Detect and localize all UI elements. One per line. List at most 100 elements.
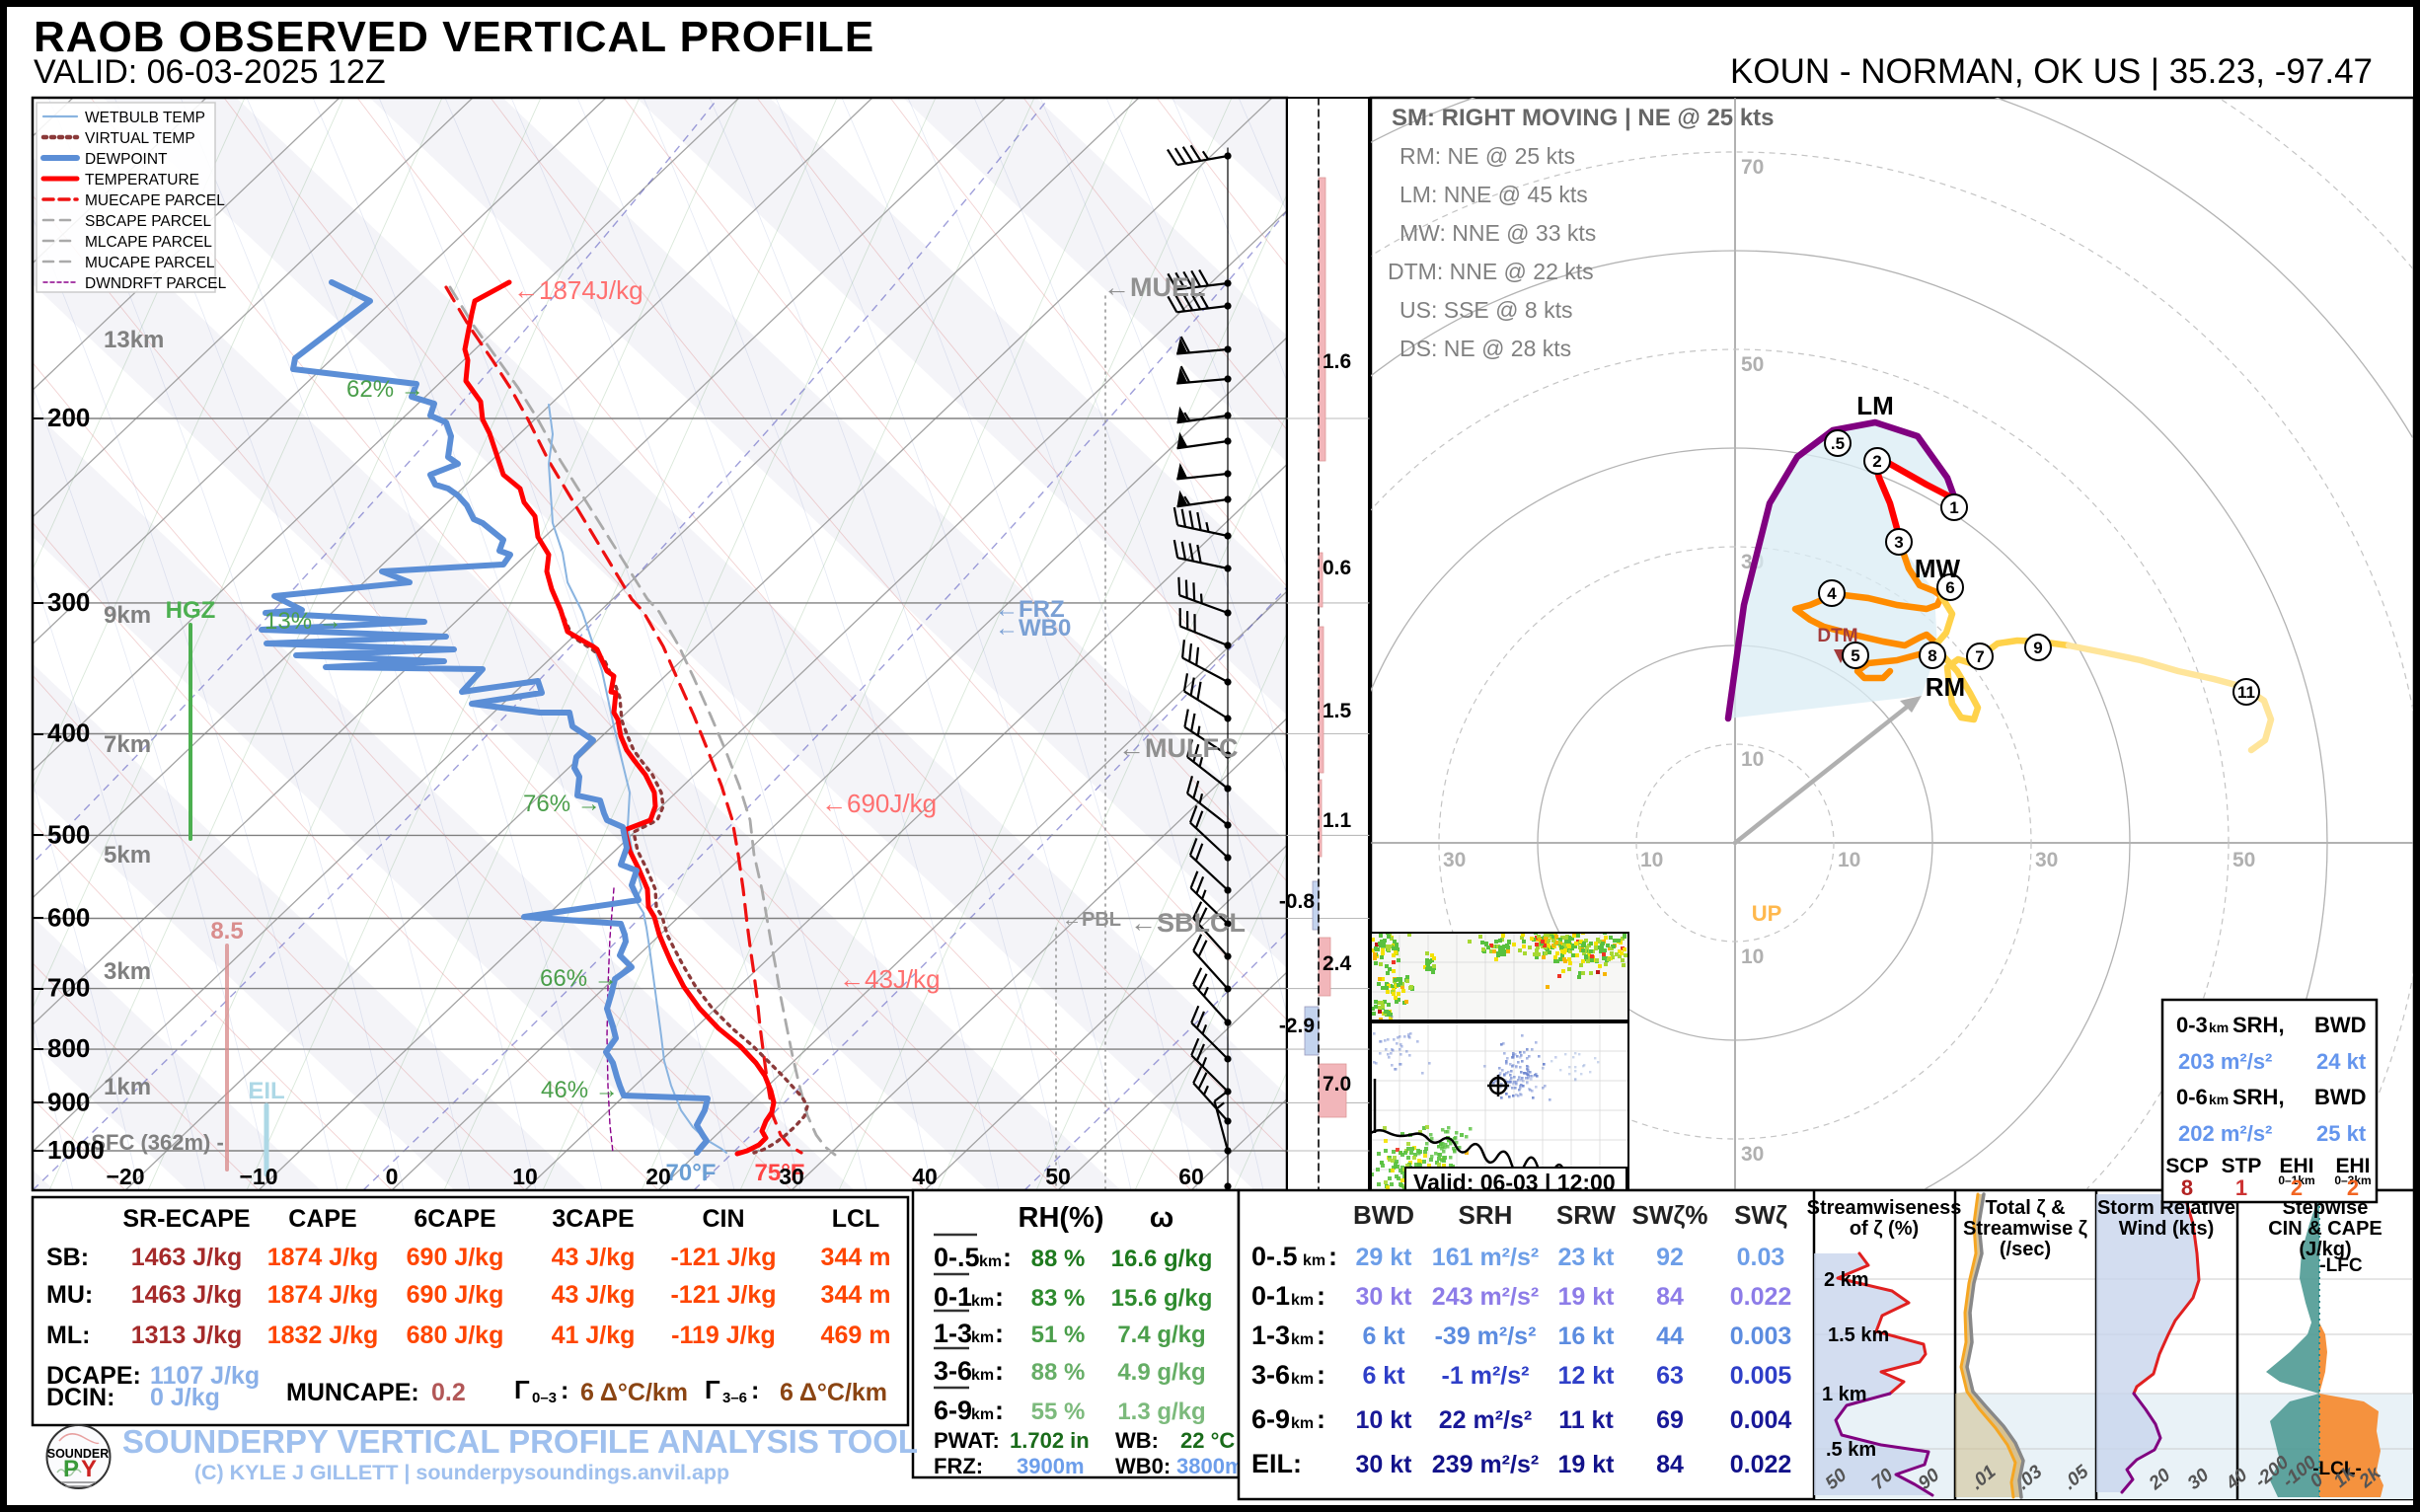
svg-text:-119 J/kg: -119 J/kg: [671, 1322, 776, 1349]
svg-text:0–3: 0–3: [532, 1390, 557, 1406]
svg-text::: :: [995, 1282, 1004, 1312]
svg-text:30: 30: [779, 1164, 804, 1189]
svg-text:(/sec): (/sec): [2000, 1239, 2051, 1260]
svg-text:60: 60: [1178, 1164, 1204, 1189]
svg-text:1.1: 1.1: [1323, 809, 1352, 832]
svg-text:22 °C: 22 °C: [1180, 1428, 1235, 1453]
svg-text:←SBLCL: ←SBLCL: [1130, 908, 1246, 938]
svg-text::: :: [1328, 1242, 1337, 1271]
svg-text:EHI: EHI: [2335, 1155, 2370, 1177]
svg-text:43 J/kg: 43 J/kg: [552, 1281, 636, 1309]
svg-text:44: 44: [1656, 1323, 1684, 1350]
svg-text:0-1: 0-1: [934, 1282, 972, 1312]
svg-text:MUNCAPE:: MUNCAPE:: [286, 1379, 419, 1406]
svg-text:3km: 3km: [104, 958, 151, 985]
svg-text:200: 200: [47, 403, 90, 432]
svg-text:75°F: 75°F: [755, 1160, 805, 1186]
svg-text:km: km: [1291, 1292, 1314, 1309]
svg-text:RH(%): RH(%): [1019, 1202, 1104, 1234]
svg-text:DCIN:: DCIN:: [46, 1384, 114, 1411]
svg-text:29 kt: 29 kt: [1356, 1244, 1413, 1271]
svg-text:500: 500: [47, 819, 90, 849]
svg-text:0–3km: 0–3km: [2334, 1173, 2371, 1187]
svg-text:92: 92: [1656, 1244, 1684, 1271]
svg-text:88 %: 88 %: [1031, 1246, 1086, 1272]
svg-text:←1874J/kg: ←1874J/kg: [513, 275, 643, 305]
svg-text:1107 J/kg: 1107 J/kg: [150, 1362, 260, 1390]
svg-text:800: 800: [47, 1033, 90, 1063]
svg-text:(C) KYLE J GILLETT | sounderpy: (C) KYLE J GILLETT | sounderpysoundings.…: [194, 1461, 729, 1484]
svg-text:ML:: ML:: [46, 1322, 90, 1349]
svg-text:STP: STP: [2222, 1155, 2262, 1177]
svg-text:SRW: SRW: [1556, 1200, 1617, 1230]
svg-text:SOUNDERPY VERTICAL PROFILE ANA: SOUNDERPY VERTICAL PROFILE ANALYSIS TOOL: [122, 1423, 918, 1460]
svg-text:300: 300: [47, 587, 90, 617]
svg-text:Γ: Γ: [514, 1375, 530, 1404]
svg-text:VIRTUAL TEMP: VIRTUAL TEMP: [85, 130, 195, 147]
svg-text:LCL: LCL: [832, 1205, 880, 1233]
svg-text:0-6: 0-6: [2176, 1085, 2208, 1109]
svg-text:MUCAPE PARCEL: MUCAPE PARCEL: [85, 255, 215, 271]
svg-text:1.3 g/kg: 1.3 g/kg: [1117, 1399, 1205, 1425]
svg-text:2: 2: [1872, 452, 1881, 471]
svg-text:50: 50: [1741, 353, 1764, 376]
svg-text:Y: Y: [81, 1456, 97, 1482]
svg-text:SB:: SB:: [46, 1244, 89, 1271]
svg-text:46% →: 46% →: [541, 1077, 619, 1103]
svg-text:-121 J/kg: -121 J/kg: [670, 1281, 776, 1309]
svg-text:KOUN - NORMAN, OK US | 35.23,: KOUN - NORMAN, OK US | 35.23, -97.47: [1730, 52, 2373, 91]
svg-text:700: 700: [47, 973, 90, 1003]
svg-text:13% →: 13% →: [265, 608, 342, 635]
svg-text:0–1km: 0–1km: [2278, 1173, 2314, 1187]
svg-text:Streamwise ζ: Streamwise ζ: [1963, 1218, 2087, 1240]
svg-text:22 m²/s²: 22 m²/s²: [1439, 1406, 1532, 1434]
svg-text:3CAPE: 3CAPE: [552, 1205, 634, 1233]
svg-text::: :: [1317, 1360, 1325, 1390]
svg-text:0.004: 0.004: [1730, 1406, 1792, 1434]
svg-text:243 m²/s²: 243 m²/s²: [1432, 1283, 1539, 1311]
svg-text:0 J/kg: 0 J/kg: [150, 1384, 220, 1411]
svg-text:5: 5: [1851, 646, 1859, 665]
svg-text:0: 0: [386, 1164, 399, 1189]
svg-text:0.03: 0.03: [1737, 1244, 1785, 1271]
svg-text:km: km: [979, 1253, 1002, 1270]
svg-text:SRH,: SRH,: [2232, 1013, 2285, 1037]
svg-text:-121 J/kg: -121 J/kg: [670, 1244, 776, 1271]
svg-text:10: 10: [1838, 849, 1860, 871]
svg-text:239 m²/s²: 239 m²/s²: [1432, 1451, 1539, 1478]
svg-text:SWζ%: SWζ%: [1632, 1200, 1708, 1230]
svg-text:62% →: 62% →: [346, 376, 424, 403]
svg-text:11: 11: [2237, 683, 2255, 702]
svg-text:13km: 13km: [104, 327, 164, 353]
svg-text:0-.5: 0-.5: [934, 1243, 980, 1272]
svg-text:10: 10: [1741, 748, 1764, 771]
svg-text:P: P: [63, 1456, 79, 1482]
svg-text:RAOB OBSERVED VERTICAL PROFILE: RAOB OBSERVED VERTICAL PROFILE: [34, 13, 874, 61]
svg-text:7km: 7km: [104, 731, 151, 758]
svg-text:-LFC: -LFC: [2319, 1255, 2363, 1276]
svg-text:63: 63: [1656, 1362, 1684, 1390]
svg-text:16 kt: 16 kt: [1558, 1323, 1616, 1350]
svg-text:30: 30: [1443, 849, 1466, 871]
svg-text:−20: −20: [106, 1164, 144, 1189]
svg-text:km: km: [2209, 1020, 2229, 1035]
svg-text:−10: −10: [239, 1164, 277, 1189]
svg-text:←MULFC: ←MULFC: [1118, 733, 1238, 763]
svg-text:WB:: WB:: [1115, 1428, 1159, 1453]
svg-text:43 J/kg: 43 J/kg: [552, 1244, 636, 1271]
svg-text:469 m: 469 m: [821, 1322, 891, 1349]
svg-text:203 m²/s²: 203 m²/s²: [2178, 1049, 2272, 1074]
svg-text:MLCAPE PARCEL: MLCAPE PARCEL: [85, 234, 212, 251]
svg-text:20: 20: [645, 1164, 671, 1189]
svg-text:(J/kg): (J/kg): [2299, 1239, 2351, 1260]
svg-text:CIN & CAPE: CIN & CAPE: [2268, 1218, 2382, 1240]
svg-text:3-6: 3-6: [1251, 1360, 1290, 1390]
svg-text:3: 3: [1894, 533, 1903, 552]
svg-text:SWζ: SWζ: [1734, 1200, 1787, 1230]
svg-text:1 km: 1 km: [1822, 1384, 1867, 1405]
svg-text:1-3: 1-3: [934, 1319, 972, 1348]
svg-text:690 J/kg: 690 J/kg: [407, 1244, 504, 1271]
svg-text:83 %: 83 %: [1031, 1285, 1086, 1312]
svg-text:400: 400: [47, 718, 90, 748]
svg-text:344 m: 344 m: [821, 1244, 891, 1271]
